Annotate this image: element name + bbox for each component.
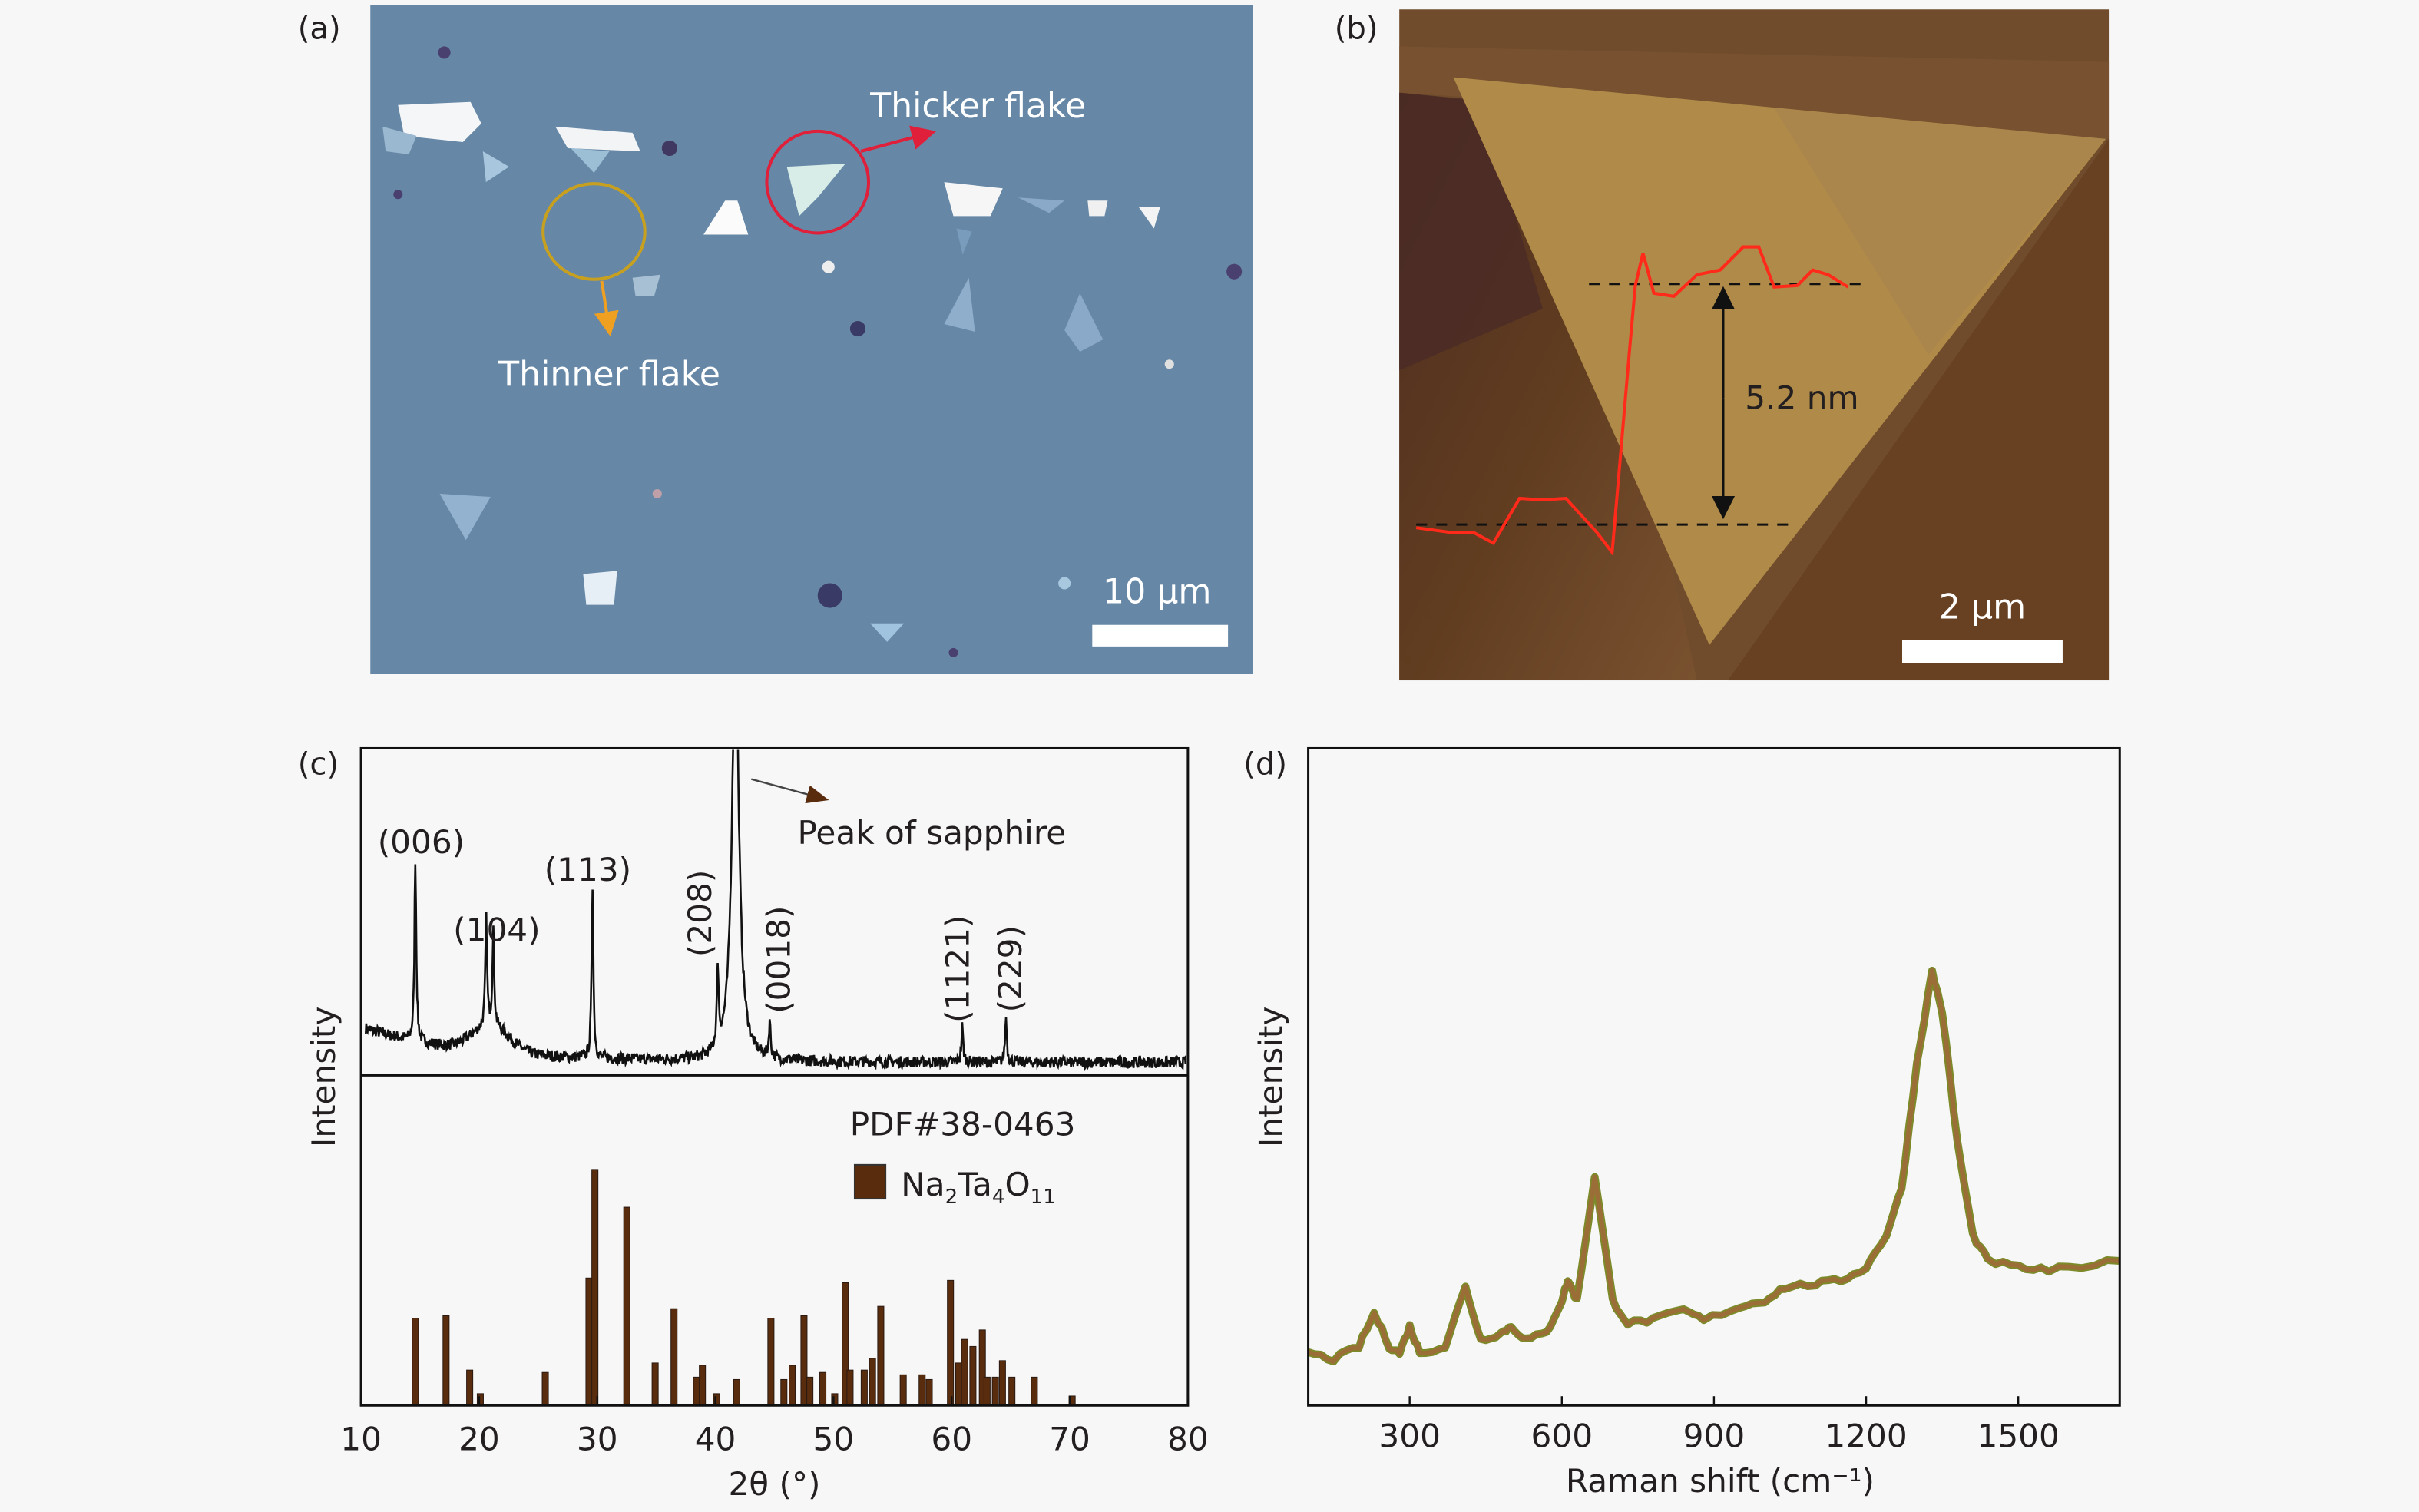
d-xlabel: Raman shift (cm⁻¹): [1566, 1462, 1875, 1500]
d-x-tick-label: 600: [1531, 1418, 1593, 1455]
reference-bar: [991, 1376, 999, 1406]
reference-bar: [789, 1365, 796, 1406]
d-x-tick-label: 1200: [1825, 1418, 1907, 1455]
reference-bar: [476, 1393, 484, 1406]
scale-bar-b: [1902, 640, 2063, 663]
reference-bar: [955, 1362, 962, 1406]
thicker-flake-label: Thicker flake: [869, 87, 1086, 126]
legend-title: PDF#38-0463: [850, 1106, 1076, 1143]
reference-bar: [591, 1169, 599, 1406]
reference-bar: [693, 1376, 700, 1406]
c-x-tick-label: 50: [813, 1421, 855, 1458]
c-x-tick-label: 80: [1167, 1421, 1209, 1458]
reference-bar: [925, 1378, 933, 1406]
c-x-tick-label: 40: [695, 1421, 736, 1458]
reference-bar: [670, 1308, 678, 1406]
afm-image: 5.2 nm 2 μm: [1399, 9, 2110, 681]
reference-bar: [713, 1393, 720, 1406]
c-x-tick-label: 10: [340, 1421, 382, 1458]
optical-micrograph: Thicker flake Thinner flake 10 μm: [370, 5, 1253, 675]
panel-d-label: (d): [1243, 747, 1287, 782]
thicker-flake-arrow: [860, 125, 937, 153]
c-x-tick-label: 20: [458, 1421, 500, 1458]
reference-bar: [800, 1315, 808, 1406]
c-frame: [359, 746, 1190, 1407]
thicker-flake-circle: [765, 129, 871, 235]
scale-bar-label-a: 10 μm: [1103, 573, 1211, 612]
reference-bar: [1031, 1376, 1038, 1406]
scale-bar-a: [1092, 624, 1229, 647]
thinner-flake-label: Thinner flake: [498, 355, 720, 394]
peak-label-229: (229): [991, 925, 1029, 1012]
d-x-tick-label: 1500: [1977, 1418, 2060, 1455]
xrd-pattern-plot: [365, 749, 1187, 1072]
reference-bar: [983, 1376, 991, 1406]
c-x-tick-label: 60: [931, 1421, 972, 1458]
reference-bar: [846, 1369, 854, 1406]
c-ylabel: Intensity: [305, 1007, 342, 1148]
reference-bar: [869, 1358, 876, 1406]
thinner-flake-circle: [541, 182, 647, 281]
reference-bar: [767, 1318, 775, 1406]
thinner-flake-arrow: [594, 280, 619, 336]
xrd-curve: [365, 749, 1187, 1072]
flakes: [382, 46, 1243, 657]
peak-label-006: (006): [378, 823, 465, 861]
legend-swatch: [853, 1163, 887, 1200]
reference-bar: [961, 1338, 968, 1406]
reference-bar: [1008, 1376, 1016, 1406]
reference-bar: [466, 1369, 474, 1406]
reference-bar: [699, 1365, 707, 1406]
reference-bar: [947, 1279, 955, 1406]
c-x-axis: 10 20 30 40 50 60 70 80: [340, 1396, 1209, 1458]
panel-c-label: (c): [298, 747, 339, 782]
reference-bar: [998, 1360, 1006, 1406]
reference-bar: [585, 1277, 593, 1406]
reference-bar: [831, 1393, 839, 1406]
reference-bar: [412, 1318, 419, 1406]
c-xlabel: 2θ (°): [728, 1465, 820, 1503]
panel-b-label: (b): [1335, 11, 1378, 46]
c-x-tick-label: 30: [577, 1421, 618, 1458]
sapphire-arrow: [751, 778, 829, 804]
d-frame: [1307, 746, 2121, 1407]
reference-bar: [442, 1315, 450, 1406]
peak-label-104: (104): [453, 912, 540, 949]
height-profile: [1415, 245, 1849, 557]
legend-label: Na2Ta4O11: [901, 1166, 1056, 1209]
reference-bar: [623, 1206, 630, 1406]
reference-bars-plot: [412, 1169, 1076, 1406]
reference-bar: [918, 1374, 926, 1406]
d-ylabel: Intensity: [1252, 1007, 1289, 1148]
reference-bar: [819, 1371, 827, 1406]
reference-bar: [780, 1378, 788, 1406]
reference-bar: [899, 1374, 907, 1406]
reference-bar: [877, 1305, 885, 1406]
peak-label-208: (208): [681, 870, 719, 957]
peak-label-113: (113): [544, 851, 631, 888]
peak-label-0018: (0018): [760, 906, 798, 1014]
scale-bar-label-b: 2 μm: [1939, 588, 2026, 627]
peak-label-1121: (1121): [939, 915, 977, 1023]
d-x-tick-label: 900: [1683, 1418, 1746, 1455]
reference-bar: [541, 1371, 549, 1406]
c-x-tick-label: 70: [1049, 1421, 1090, 1458]
d-x-tick-label: 300: [1378, 1418, 1441, 1455]
reference-bar: [969, 1345, 977, 1406]
reference-bar: [733, 1378, 740, 1406]
reference-bar: [860, 1369, 868, 1406]
d-x-axis: 300 600 900 1200 1500: [1378, 1396, 2060, 1455]
raman-plot: [1308, 966, 2120, 1366]
raman-curve-shadow: [1308, 966, 2120, 1366]
reference-bar: [806, 1376, 814, 1406]
sapphire-annotation: Peak of sapphire: [798, 814, 1067, 852]
substrate: [370, 5, 1253, 675]
panel-a-label: (a): [298, 11, 341, 46]
step-height-label: 5.2 nm: [1745, 379, 1858, 416]
raman-curve: [1308, 968, 2120, 1365]
reference-bar: [651, 1362, 659, 1406]
